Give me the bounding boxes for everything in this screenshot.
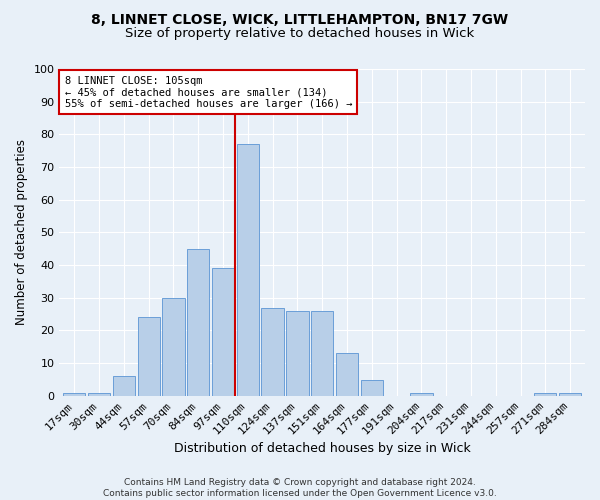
Text: Contains HM Land Registry data © Crown copyright and database right 2024.
Contai: Contains HM Land Registry data © Crown c… [103,478,497,498]
Bar [311,311,334,396]
Bar [286,311,308,396]
Bar [559,392,581,396]
Bar [187,249,209,396]
Bar [336,354,358,396]
Bar [88,392,110,396]
Bar [63,392,85,396]
Text: 8 LINNET CLOSE: 105sqm
← 45% of detached houses are smaller (134)
55% of semi-de: 8 LINNET CLOSE: 105sqm ← 45% of detached… [65,76,352,108]
Bar [236,144,259,396]
Y-axis label: Number of detached properties: Number of detached properties [15,140,28,326]
Text: 8, LINNET CLOSE, WICK, LITTLEHAMPTON, BN17 7GW: 8, LINNET CLOSE, WICK, LITTLEHAMPTON, BN… [91,12,509,26]
Bar [410,392,433,396]
Bar [361,380,383,396]
Text: Size of property relative to detached houses in Wick: Size of property relative to detached ho… [125,28,475,40]
Bar [113,376,135,396]
Bar [163,298,185,396]
Bar [262,308,284,396]
Bar [137,318,160,396]
Bar [534,392,556,396]
Bar [212,268,234,396]
X-axis label: Distribution of detached houses by size in Wick: Distribution of detached houses by size … [174,442,470,455]
